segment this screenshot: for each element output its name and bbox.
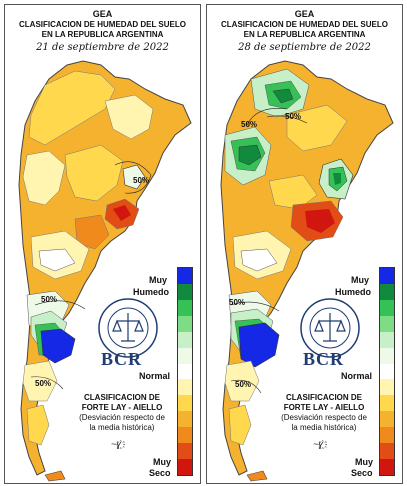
scale-swatch: [178, 443, 192, 460]
classification-note: CLASIFICACION DE FORTE LAY - AIELLO (Des…: [269, 393, 379, 433]
scale-swatch: [380, 363, 394, 380]
legend-label-muy-bottom: Muy: [355, 457, 373, 467]
signature-mark: ~ɣ҈: [111, 439, 121, 449]
scale-swatch: [380, 331, 394, 348]
scale-swatch: [178, 331, 192, 348]
brand-label: BCR: [303, 349, 345, 369]
contour-label: 50%: [285, 112, 301, 121]
legend-label-humedo: Humedo: [335, 287, 371, 297]
scale-swatch: [380, 427, 394, 444]
legend-label-seco: Seco: [351, 468, 373, 478]
legend-label-muy-top: Muy: [149, 275, 167, 285]
scale-swatch: [380, 443, 394, 460]
org-label: GEA: [294, 9, 315, 19]
scale-swatch: [178, 379, 192, 396]
scale-swatch: [178, 283, 192, 300]
scale-swatch: [380, 268, 394, 284]
scale-swatch: [380, 459, 394, 475]
contour-label: 50%: [133, 176, 149, 185]
classification-line4: la media histórica): [89, 423, 155, 432]
scale-swatch: [178, 315, 192, 332]
classification-line3: (Desviación respecto de: [79, 413, 165, 422]
brand-label: BCR: [101, 349, 143, 369]
map-date: 28 de septiembre de 2022: [238, 42, 371, 53]
map-panel-sep-28: GEA CLASIFICACION DE HUMEDAD DEL SUELO E…: [206, 4, 403, 484]
legend-label-muy-bottom: Muy: [153, 457, 171, 467]
moisture-color-scale: [379, 267, 395, 476]
scale-swatch: [178, 459, 192, 475]
legend-label-muy-top: Muy: [351, 275, 369, 285]
map-title-line2: EN LA REPUBLICA ARGENTINA: [41, 30, 164, 39]
scale-swatch: [178, 268, 192, 284]
scale-swatch: [380, 395, 394, 412]
scale-swatch: [178, 411, 192, 428]
contour-label: 50%: [241, 120, 257, 129]
org-label: GEA: [92, 9, 113, 19]
legend-label-humedo: Humedo: [133, 287, 169, 297]
argentina-soil-moisture-map: 50% 50% 50% 50%: [220, 60, 394, 482]
scale-swatch: [380, 411, 394, 428]
classification-note: CLASIFICACION DE FORTE LAY - AIELLO (Des…: [67, 393, 177, 433]
argentina-soil-moisture-map: 50% 50% 50%: [18, 60, 192, 482]
classification-line4: la media histórica): [291, 423, 357, 432]
contour-label: 50%: [35, 379, 51, 388]
legend-label-seco: Seco: [149, 468, 171, 478]
bcr-seal-logo: [300, 298, 360, 358]
map-date: 21 de septiembre de 2022: [36, 42, 169, 53]
moisture-color-scale: [177, 267, 193, 476]
classification-line1: CLASIFICACION DE: [286, 393, 362, 402]
scale-swatch: [178, 427, 192, 444]
scale-swatch: [380, 283, 394, 300]
bcr-seal-logo: [98, 298, 158, 358]
scale-swatch: [178, 363, 192, 380]
classification-line2: FORTE LAY - AIELLO: [283, 403, 365, 412]
signature-mark: ~ɣ҈: [313, 439, 323, 449]
map-title-line2: EN LA REPUBLICA ARGENTINA: [243, 30, 366, 39]
scale-swatch: [380, 379, 394, 396]
contour-label: 50%: [235, 380, 251, 389]
contour-label: 50%: [41, 295, 57, 304]
scale-swatch: [380, 299, 394, 316]
map-panel-sep-21: GEA CLASIFICACION DE HUMEDAD DEL SUELO E…: [4, 4, 201, 484]
scale-swatch: [178, 395, 192, 412]
scale-swatch: [380, 315, 394, 332]
legend-label-normal: Normal: [341, 371, 373, 381]
classification-line2: FORTE LAY - AIELLO: [81, 403, 163, 412]
classification-line1: CLASIFICACION DE: [84, 393, 160, 402]
contour-label: 50%: [229, 298, 245, 307]
legend-label-normal: Normal: [139, 371, 171, 381]
map-title-line1: CLASIFICACION DE HUMEDAD DEL SUELO: [221, 20, 388, 29]
scale-swatch: [178, 347, 192, 364]
scale-swatch: [380, 347, 394, 364]
scale-swatch: [178, 299, 192, 316]
classification-line3: (Desviación respecto de: [281, 413, 367, 422]
map-title-line1: CLASIFICACION DE HUMEDAD DEL SUELO: [19, 20, 186, 29]
